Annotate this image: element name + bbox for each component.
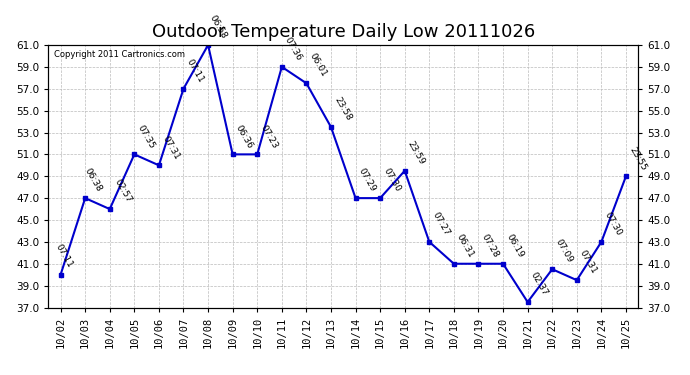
Text: 07:31: 07:31 bbox=[578, 249, 599, 276]
Text: 23:59: 23:59 bbox=[406, 140, 426, 166]
Text: 07:30: 07:30 bbox=[382, 167, 402, 194]
Text: 06:38: 06:38 bbox=[83, 167, 104, 194]
Text: 23:58: 23:58 bbox=[332, 96, 353, 123]
Text: 07:30: 07:30 bbox=[602, 211, 623, 237]
Text: 23:55: 23:55 bbox=[627, 145, 648, 172]
Text: 07:28: 07:28 bbox=[480, 232, 500, 260]
Text: 07:23: 07:23 bbox=[259, 123, 279, 150]
Title: Outdoor Temperature Daily Low 20111026: Outdoor Temperature Daily Low 20111026 bbox=[152, 22, 535, 40]
Text: 07:09: 07:09 bbox=[553, 238, 574, 265]
Text: 06:36: 06:36 bbox=[234, 123, 255, 150]
Text: 07:29: 07:29 bbox=[357, 167, 377, 194]
Text: 07:31: 07:31 bbox=[160, 134, 181, 161]
Text: 07:11: 07:11 bbox=[53, 242, 74, 269]
Text: Copyright 2011 Cartronics.com: Copyright 2011 Cartronics.com bbox=[55, 50, 185, 59]
Text: 07:11: 07:11 bbox=[185, 57, 206, 84]
Text: 06:31: 06:31 bbox=[455, 232, 476, 260]
Text: 06:19: 06:19 bbox=[504, 232, 525, 260]
Text: 07:35: 07:35 bbox=[135, 123, 157, 150]
Text: 06:01: 06:01 bbox=[308, 52, 328, 79]
Text: 02:37: 02:37 bbox=[529, 271, 549, 298]
Text: 06:58: 06:58 bbox=[208, 14, 229, 40]
Text: 07:36: 07:36 bbox=[283, 36, 304, 63]
Text: 02:57: 02:57 bbox=[112, 178, 133, 205]
Text: 07:27: 07:27 bbox=[431, 211, 451, 237]
